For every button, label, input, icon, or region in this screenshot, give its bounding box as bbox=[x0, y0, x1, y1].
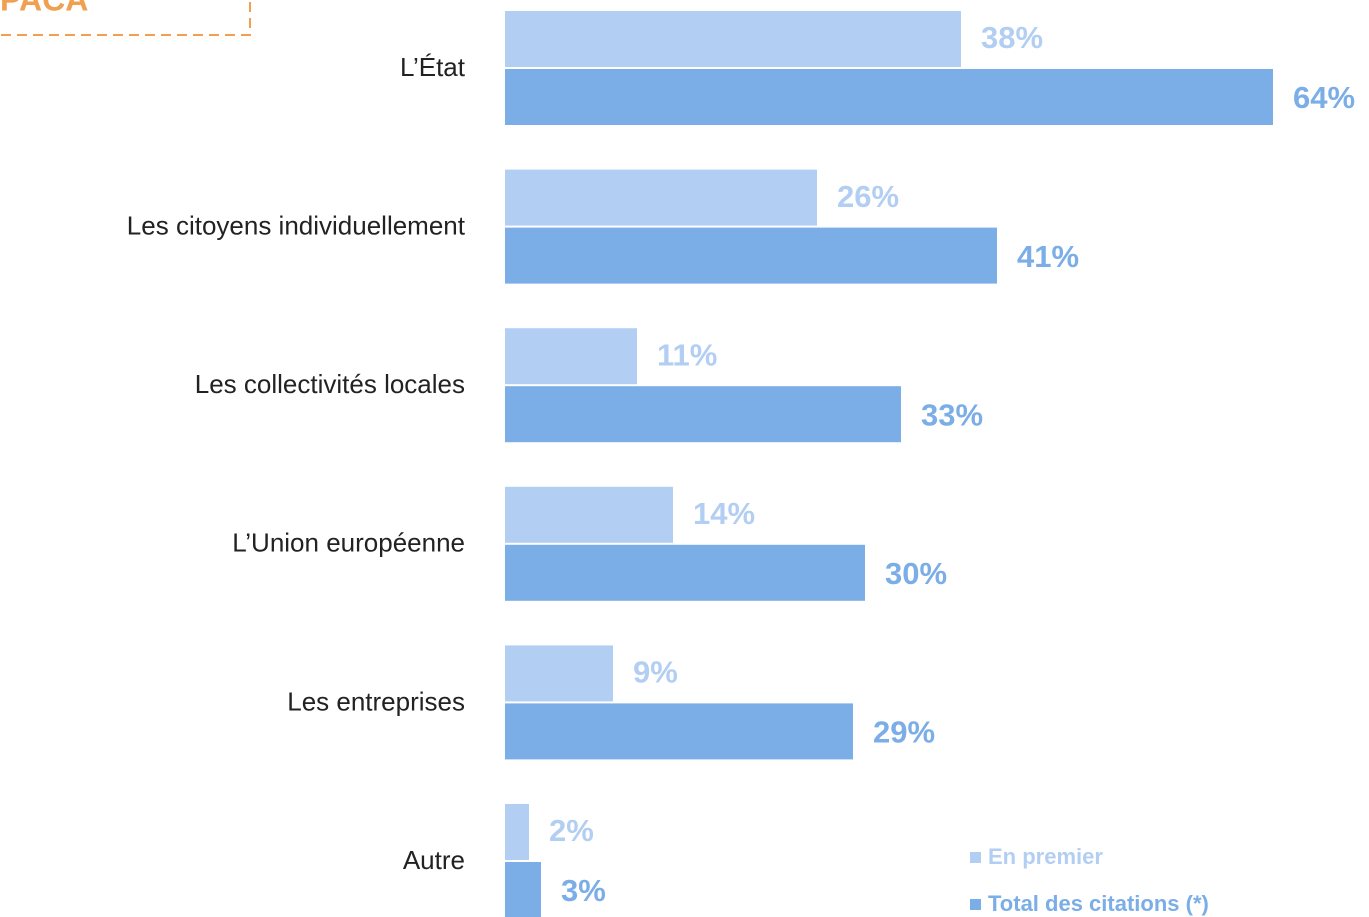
value-label: 64% bbox=[1293, 80, 1355, 115]
legend-swatch bbox=[970, 852, 981, 863]
value-label: 3% bbox=[561, 873, 606, 908]
tag: PACA bbox=[0, 0, 88, 17]
tag-box bbox=[0, 0, 251, 36]
legend-label: En premier bbox=[988, 844, 1103, 869]
value-label: 11% bbox=[657, 337, 717, 372]
value-label: 33% bbox=[921, 397, 983, 432]
bar bbox=[505, 386, 901, 443]
bar bbox=[505, 544, 865, 601]
legend-label: Total des citations (*) bbox=[988, 891, 1209, 916]
value-label: 30% bbox=[885, 556, 947, 591]
bar bbox=[505, 862, 541, 917]
bar bbox=[505, 169, 817, 226]
bar bbox=[505, 645, 613, 702]
bar bbox=[505, 69, 1273, 125]
bar bbox=[505, 804, 529, 860]
value-label: 14% bbox=[693, 496, 755, 531]
value-label: 26% bbox=[837, 179, 899, 214]
value-label: 9% bbox=[633, 655, 678, 690]
bar bbox=[505, 486, 673, 543]
bar bbox=[505, 227, 997, 284]
category-label: Autre bbox=[403, 845, 465, 875]
value-label: 38% bbox=[981, 20, 1043, 55]
category-label: Les collectivités locales bbox=[195, 369, 465, 399]
bar bbox=[505, 328, 637, 385]
bar bbox=[505, 11, 961, 67]
category-label: Les entreprises bbox=[287, 686, 465, 716]
category-label: L’Union européenne bbox=[232, 528, 465, 558]
value-label: 2% bbox=[549, 813, 594, 848]
category-label: L’État bbox=[400, 52, 466, 82]
bar bbox=[505, 703, 853, 760]
category-label: Les citoyens individuellement bbox=[127, 210, 466, 240]
value-label: 29% bbox=[873, 715, 935, 750]
value-label: 41% bbox=[1017, 239, 1079, 274]
legend-swatch bbox=[970, 899, 981, 910]
